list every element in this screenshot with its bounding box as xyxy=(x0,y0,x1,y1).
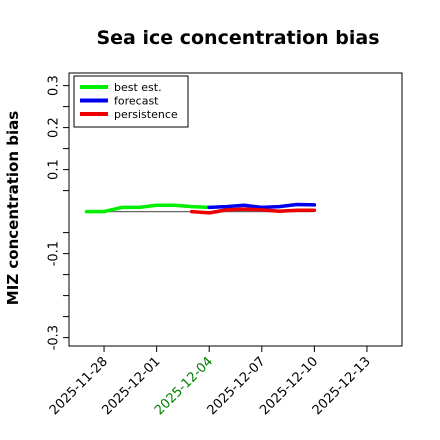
legend-entry-label: best est. xyxy=(114,81,162,94)
y-tick-label: 0.2 xyxy=(47,117,62,138)
plot-frame xyxy=(68,72,403,347)
y-axis-label: MIZ concentration bias xyxy=(4,111,22,305)
series-line-persistence xyxy=(189,207,317,215)
y-tick-label: 0.3 xyxy=(47,75,62,96)
x-axis: 2025-11-282025-12-012025-12-042025-12-07… xyxy=(47,346,374,418)
series-layer xyxy=(84,202,317,215)
chart-title: Sea ice concentration bias xyxy=(96,27,379,49)
y-axis: 0.3 0.2 0.1 -0.1 -0.3 xyxy=(47,75,69,350)
y-tick-label: -0.1 xyxy=(47,241,62,266)
series-line-forecast xyxy=(207,202,317,210)
legend-entry-label: forecast xyxy=(114,95,159,108)
legend-entry-label: persistence xyxy=(114,108,178,121)
y-tick-label: 0.1 xyxy=(47,159,62,180)
y-tick-label: -0.3 xyxy=(47,325,62,350)
series-line-best-est xyxy=(84,203,211,214)
